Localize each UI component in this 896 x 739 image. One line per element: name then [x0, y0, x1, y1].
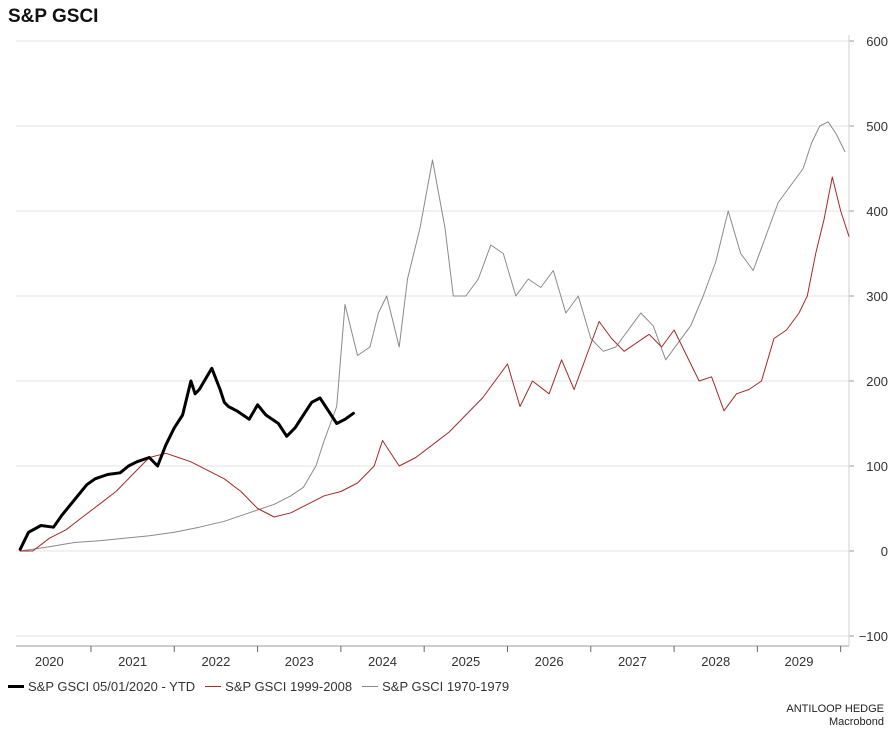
source-credit: ANTILOOP HEDGE Macrobond — [786, 703, 884, 729]
source-line-1: ANTILOOP HEDGE — [786, 703, 884, 715]
x-tick-label-2025: 2025 — [451, 654, 480, 669]
legend-item-ytd: S&P GSCI 05/01/2020 - YTD — [8, 679, 195, 694]
legend-label-ytd: S&P GSCI 05/01/2020 - YTD — [28, 679, 196, 694]
legend-label-1999-2008: S&P GSCI 1999-2008 — [225, 679, 353, 694]
legend-swatch-1970-1979 — [362, 686, 379, 687]
x-tick-label-2023: 2023 — [285, 654, 314, 669]
legend-item-1999-2008: S&P GSCI 1999-2008 — [205, 679, 352, 694]
series-line-1999-2008 — [19, 176, 850, 552]
y-tick-label-400: 400 — [866, 204, 888, 219]
chart-title: S&P GSCI — [8, 6, 99, 27]
series-lines — [18, 121, 850, 552]
x-tick-label-2024: 2024 — [368, 654, 397, 669]
x-tick-label-2029: 2029 — [785, 654, 814, 669]
y-tick-label-0: 0 — [881, 544, 888, 559]
series-line-ytd — [18, 366, 355, 551]
axes — [16, 35, 854, 652]
tick-labels: −100 0 100 200 300 400 500 600 2020 2021 2022 2023 2… — [35, 34, 888, 669]
grid — [16, 40, 849, 637]
y-tick-label-300: 300 — [866, 289, 888, 304]
legend-swatch-ytd — [8, 685, 24, 688]
x-tick-label-2026: 2026 — [535, 654, 564, 669]
legend-item-1970-1979: S&P GSCI 1970-1979 — [362, 679, 509, 694]
y-tick-label-500: 500 — [866, 119, 888, 134]
y-tick-label-600: 600 — [866, 34, 888, 49]
y-tick-label--100: −100 — [859, 629, 888, 644]
series-line-1970-1979 — [19, 121, 846, 552]
y-tick-label-200: 200 — [866, 374, 888, 389]
x-tick-label-2020: 2020 — [35, 654, 64, 669]
legend-swatch-1999-2008 — [205, 686, 222, 687]
legend-label-1970-1979: S&P GSCI 1970-1979 — [382, 679, 510, 694]
legend: S&P GSCI 05/01/2020 - YTD S&P GSCI 1999-… — [8, 679, 519, 694]
x-tick-label-2021: 2021 — [118, 654, 147, 669]
source-line-2: Macrobond — [828, 716, 884, 728]
y-tick-label-100: 100 — [866, 459, 888, 474]
x-tick-label-2027: 2027 — [618, 654, 647, 669]
x-tick-label-2028: 2028 — [701, 654, 730, 669]
x-tick-label-2022: 2022 — [201, 654, 230, 669]
